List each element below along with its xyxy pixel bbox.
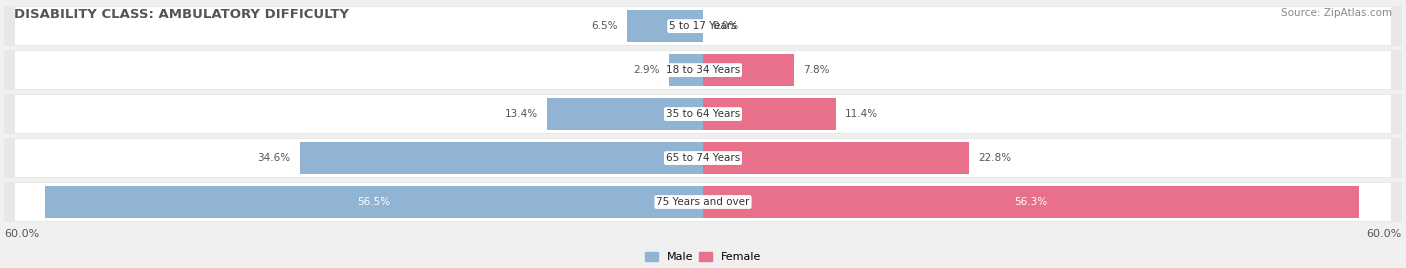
Bar: [4, 6, 1402, 46]
Bar: [627, 10, 703, 42]
Text: 18 to 34 Years: 18 to 34 Years: [666, 65, 740, 75]
Text: 65 to 74 Years: 65 to 74 Years: [666, 153, 740, 163]
Text: DISABILITY CLASS: AMBULATORY DIFFICULTY: DISABILITY CLASS: AMBULATORY DIFFICULTY: [14, 8, 349, 21]
Text: Source: ZipAtlas.com: Source: ZipAtlas.com: [1281, 8, 1392, 18]
Bar: [14, 95, 1392, 133]
Text: 5 to 17 Years: 5 to 17 Years: [669, 21, 737, 31]
Bar: [14, 51, 1392, 89]
Bar: [4, 50, 1402, 90]
Bar: [703, 54, 794, 86]
Text: 35 to 64 Years: 35 to 64 Years: [666, 109, 740, 119]
Legend: Male, Female: Male, Female: [640, 247, 766, 267]
Bar: [4, 182, 1402, 222]
Bar: [669, 54, 703, 86]
Text: 75 Years and over: 75 Years and over: [657, 197, 749, 207]
Text: 7.8%: 7.8%: [803, 65, 830, 75]
Bar: [703, 98, 835, 130]
Bar: [703, 186, 1358, 218]
Bar: [547, 98, 703, 130]
Text: 2.9%: 2.9%: [634, 65, 659, 75]
Text: 0.0%: 0.0%: [713, 21, 738, 31]
Text: 60.0%: 60.0%: [4, 229, 39, 239]
Bar: [299, 142, 703, 174]
Text: 11.4%: 11.4%: [845, 109, 879, 119]
Text: 6.5%: 6.5%: [592, 21, 619, 31]
Text: 56.5%: 56.5%: [357, 197, 391, 207]
Text: 56.3%: 56.3%: [1014, 197, 1047, 207]
Bar: [4, 94, 1402, 134]
Bar: [4, 138, 1402, 178]
Text: 22.8%: 22.8%: [979, 153, 1011, 163]
Text: 60.0%: 60.0%: [1367, 229, 1402, 239]
Bar: [703, 142, 969, 174]
Bar: [14, 139, 1392, 177]
Text: 34.6%: 34.6%: [257, 153, 291, 163]
Text: 13.4%: 13.4%: [505, 109, 537, 119]
Bar: [45, 186, 703, 218]
Bar: [14, 7, 1392, 45]
Bar: [14, 183, 1392, 221]
